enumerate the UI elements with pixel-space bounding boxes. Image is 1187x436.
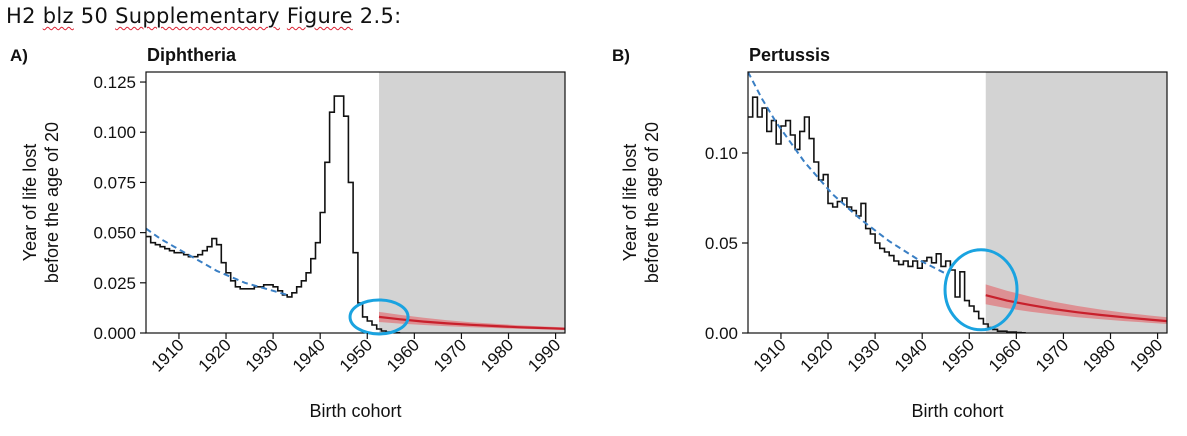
- projection-confidence-band: [379, 311, 565, 330]
- x-tick-label: 1920: [797, 335, 837, 375]
- y-tick-label: 0.025: [93, 274, 136, 293]
- y-tick-label: 0.00: [705, 324, 738, 343]
- title-part: blz: [42, 4, 74, 28]
- highlight-circle: [943, 248, 1019, 332]
- x-tick-label: 1940: [891, 335, 931, 375]
- x-tick-label: 1990: [1126, 335, 1166, 375]
- panel-label: B): [612, 46, 630, 65]
- observed-step-line: [146, 95, 401, 333]
- y-tick-label: 0.10: [705, 144, 738, 163]
- chart-title: Pertussis: [749, 45, 830, 65]
- x-tick-label: 1950: [938, 335, 978, 375]
- fitted-trend-dashed-line: [748, 72, 947, 275]
- chart-panel-pertussis: 0.00 0.05 0.10 1910 1920 1930 1940 1950 1960 1970…: [612, 45, 1168, 421]
- x-tick-label: 1930: [242, 335, 282, 375]
- x-tick-label: 1960: [383, 335, 423, 375]
- panel-label: A): [10, 46, 28, 65]
- x-tick-label: 1910: [750, 335, 790, 375]
- y-tick-label: 0.000: [93, 324, 136, 343]
- x-axis-label: Birth cohort: [911, 401, 1003, 421]
- projection-confidence-band: [985, 284, 1167, 324]
- title-part: 2.5:: [352, 4, 402, 28]
- y-tick-label: 0.100: [93, 123, 136, 142]
- x-tick-label: 1930: [844, 335, 884, 375]
- x-tick-label: 1970: [1032, 335, 1072, 375]
- highlight-circle: [348, 298, 410, 336]
- y-axis-label-line2: before the age of 20: [642, 122, 662, 283]
- x-tick-label: 1980: [477, 335, 517, 375]
- y-tick-label: 0.050: [93, 224, 136, 243]
- title-part: H2: [6, 4, 43, 28]
- x-tick-label: 1950: [336, 335, 376, 375]
- fitted-trend-dashed-line: [146, 227, 288, 296]
- x-tick-label: 1920: [195, 335, 235, 375]
- chart-title: Diphtheria: [147, 45, 237, 65]
- y-axis-label-line1: Year of life lost: [20, 144, 40, 261]
- y-tick-label: 0.05: [705, 234, 738, 253]
- y-tick-label: 0.125: [93, 73, 136, 92]
- x-tick-label: 1980: [1079, 335, 1119, 375]
- x-tick-label: 1910: [148, 335, 188, 375]
- y-axis-label-line1: Year of life lost: [620, 144, 640, 261]
- title-part: Supplementary: [115, 4, 280, 28]
- x-axis-label: Birth cohort: [309, 401, 401, 421]
- plot-frame: [145, 71, 566, 334]
- x-tick-label: 1970: [430, 335, 470, 375]
- title-part: 50: [73, 4, 116, 28]
- title-part: Figure: [286, 4, 353, 28]
- y-tick-label: 0.075: [93, 173, 136, 192]
- projection-shaded-region: [379, 72, 565, 333]
- y-axis-label-line2: before the age of 20: [42, 122, 62, 283]
- document-title: H2 blz 50 Supplementary Figure 2.5:: [6, 4, 401, 28]
- observed-step-line: [748, 96, 1026, 333]
- x-tick-label: 1940: [289, 335, 329, 375]
- plot-frame: [747, 71, 1168, 334]
- x-tick-label: 1990: [524, 335, 564, 375]
- x-tick-label: 1960: [985, 335, 1025, 375]
